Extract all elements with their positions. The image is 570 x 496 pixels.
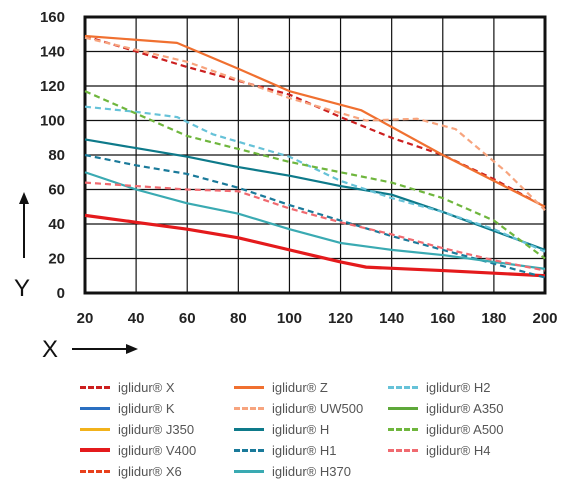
- legend-label: iglidur® A350: [426, 400, 504, 416]
- legend-item: iglidur® H4: [388, 441, 491, 459]
- legend-item: iglidur® J350: [80, 420, 194, 438]
- legend-label: iglidur® UW500: [272, 400, 364, 416]
- legend-label: iglidur® X: [118, 379, 175, 395]
- y-axis-label: Y: [14, 275, 30, 302]
- legend-item: iglidur® UW500: [234, 399, 363, 417]
- x-axis-arrow-head: [126, 344, 138, 354]
- x-tick-labels: 20 40 60 80 100 120 140 160 180 200: [77, 310, 558, 327]
- legend-label: iglidur® J350: [118, 421, 195, 437]
- legend-swatch: [234, 469, 264, 473]
- series-line-13: [84, 181, 546, 272]
- legend-item: iglidur® X: [80, 378, 175, 396]
- y-tick-label: 80: [48, 147, 65, 164]
- legend-label: iglidur® H1: [272, 442, 337, 458]
- y-axis-arrow-head: [19, 192, 29, 204]
- legend-label: iglidur® A500: [426, 421, 504, 437]
- legend-item: iglidur® V400: [80, 441, 196, 459]
- series-line-0: [84, 34, 546, 208]
- legend-swatch: [80, 385, 110, 389]
- y-tick-label: 60: [48, 182, 65, 199]
- legend-item: iglidur® A500: [388, 420, 504, 438]
- legend: iglidur® X iglidur® K iglidur® J350 iglidur…: [80, 378, 570, 490]
- legend-swatch: [80, 427, 110, 431]
- legend-swatch: [234, 448, 264, 452]
- legend-label: iglidur® H2: [426, 379, 491, 395]
- legend-item: iglidur® K: [80, 399, 175, 417]
- legend-swatch: [80, 406, 110, 410]
- legend-label: iglidur® H370: [272, 463, 351, 479]
- legend-swatch: [388, 448, 418, 452]
- x-tick-label: 140: [379, 310, 404, 327]
- y-tick-label: 100: [40, 113, 65, 130]
- legend-label: iglidur® Z: [272, 379, 328, 395]
- legend-item: iglidur® H2: [388, 378, 491, 396]
- y-tick-label: 0: [57, 285, 65, 302]
- legend-swatch: [234, 385, 264, 389]
- legend-label: iglidur® K: [118, 400, 175, 416]
- legend-item: iglidur® H1: [234, 441, 337, 459]
- legend-swatch: [234, 406, 264, 410]
- legend-swatch: [80, 448, 110, 452]
- legend-label: iglidur® H4: [426, 442, 491, 458]
- series-line-5: [84, 34, 546, 208]
- legend-item: iglidur® H: [234, 420, 329, 438]
- series-line-12: [84, 90, 546, 260]
- y-tick-label: 140: [40, 44, 65, 61]
- legend-label: iglidur® X6: [118, 463, 182, 479]
- x-axis-label: X: [42, 336, 58, 363]
- legend-item: iglidur® H370: [234, 462, 351, 480]
- y-tick-labels: 0 20 40 60 80 100 120 140 160: [40, 9, 65, 302]
- x-tick-label: 180: [481, 310, 506, 327]
- x-tick-label: 80: [230, 310, 247, 327]
- y-tick-label: 20: [48, 251, 65, 268]
- legend-item: iglidur® Z: [234, 378, 328, 396]
- legend-swatch: [388, 427, 418, 431]
- x-tick-label: 40: [128, 310, 145, 327]
- x-tick-label: 160: [430, 310, 455, 327]
- y-tick-label: 40: [48, 216, 65, 233]
- legend-item: iglidur® A350: [388, 399, 504, 417]
- y-tick-label: 120: [40, 78, 65, 95]
- x-tick-label: 20: [77, 310, 94, 327]
- legend-label: iglidur® H: [272, 421, 330, 437]
- y-tick-label: 160: [40, 9, 65, 26]
- series-line-10: [84, 105, 546, 253]
- x-tick-label: 120: [328, 310, 353, 327]
- legend-swatch: [80, 469, 110, 473]
- series-line-3: [84, 213, 546, 278]
- legend-label: iglidur® V400: [118, 442, 197, 458]
- series-line-6: [84, 36, 546, 211]
- x-tick-label: 200: [532, 310, 557, 327]
- legend-swatch: [234, 427, 264, 431]
- x-tick-label: 60: [179, 310, 196, 327]
- legend-swatch: [388, 385, 418, 389]
- series-line-9: [84, 171, 546, 270]
- legend-item: iglidur® X6: [80, 462, 182, 480]
- series-layer: [84, 34, 546, 279]
- x-tick-label: 100: [277, 310, 302, 327]
- legend-swatch: [388, 406, 418, 410]
